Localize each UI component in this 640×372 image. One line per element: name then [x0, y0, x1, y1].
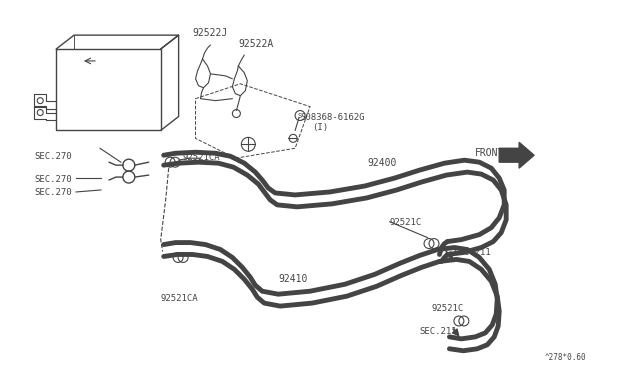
- Text: SEC.270: SEC.270: [35, 175, 72, 184]
- Text: ^278*0.60: ^278*0.60: [545, 353, 587, 362]
- Text: S: S: [298, 113, 302, 119]
- Text: SEC.270: SEC.270: [35, 188, 72, 197]
- Text: SEC.211: SEC.211: [420, 327, 457, 336]
- Text: 92521CA: 92521CA: [161, 294, 198, 303]
- Text: SEC.270: SEC.270: [35, 152, 72, 161]
- Text: 92400: 92400: [368, 158, 397, 168]
- Text: 92521CA: 92521CA: [182, 153, 220, 162]
- Text: FRONT: FRONT: [476, 148, 505, 158]
- Text: 92522J: 92522J: [193, 28, 228, 38]
- Text: 92521C: 92521C: [390, 218, 422, 227]
- Text: S08368-6162G: S08368-6162G: [300, 113, 365, 122]
- Polygon shape: [499, 142, 534, 168]
- Text: (I): (I): [312, 124, 328, 132]
- Text: 92522A: 92522A: [238, 39, 274, 49]
- Text: SEC.211: SEC.211: [453, 247, 491, 257]
- Text: 92521C: 92521C: [431, 304, 464, 313]
- Text: 92410: 92410: [278, 274, 308, 284]
